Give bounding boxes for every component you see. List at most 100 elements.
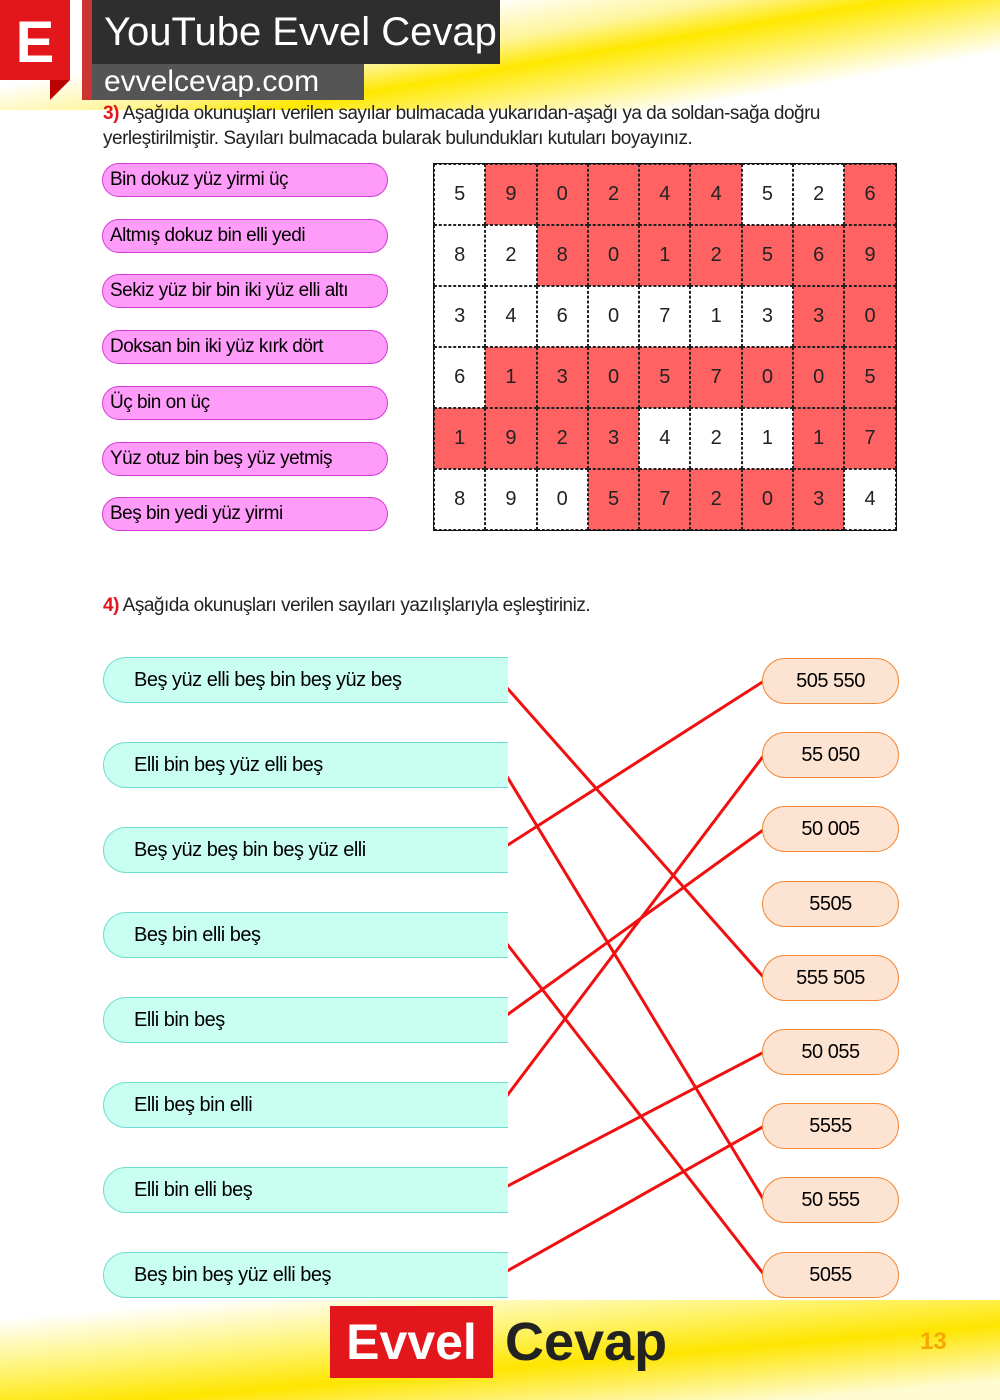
divider <box>82 0 92 100</box>
grid-cell[interactable]: 0 <box>793 347 845 408</box>
footer-background <box>0 1300 1000 1400</box>
grid-cell[interactable]: 6 <box>844 164 896 225</box>
right-number-box[interactable]: 5055 <box>762 1251 899 1298</box>
grid-cell[interactable]: 3 <box>793 469 845 530</box>
grid-cell[interactable]: 9 <box>485 408 537 469</box>
reading-item: Yüz otuz bin beş yüz yetmiş <box>102 441 388 476</box>
grid-cell[interactable]: 4 <box>639 408 691 469</box>
reading-item: Altmış dokuz bin elli yedi <box>102 218 388 253</box>
grid-cell[interactable]: 1 <box>485 347 537 408</box>
right-number-box[interactable]: 50 055 <box>762 1029 899 1075</box>
right-number-box[interactable]: 50 005 <box>762 806 899 853</box>
grid-cell[interactable]: 7 <box>690 347 742 408</box>
grid-cell[interactable]: 9 <box>844 225 896 286</box>
grid-cell[interactable]: 5 <box>741 225 794 286</box>
grid-cell[interactable]: 5 <box>844 347 896 408</box>
grid-cell[interactable]: 1 <box>434 408 486 469</box>
grid-cell[interactable]: 0 <box>741 347 794 408</box>
grid-cell[interactable]: 9 <box>485 164 537 225</box>
right-number-box[interactable]: 5555 <box>762 1103 899 1150</box>
grid-cell[interactable]: 4 <box>690 164 742 225</box>
grid-cell[interactable]: 3 <box>741 286 794 347</box>
grid-cell[interactable]: 6 <box>793 225 845 286</box>
grid-cell[interactable]: 2 <box>793 164 845 225</box>
match-line <box>498 934 766 1276</box>
grid-cell[interactable]: 3 <box>793 286 845 347</box>
grid-cell[interactable]: 5 <box>639 347 691 408</box>
footer-brand-evvel: Evvel <box>330 1306 493 1378</box>
right-number-box[interactable]: 50 555 <box>762 1177 899 1224</box>
question-number: 3) <box>103 103 119 124</box>
match-line <box>498 764 766 1202</box>
left-reading-box[interactable]: Elli bin beş yüz elli beş <box>103 742 508 788</box>
grid-cell[interactable]: 0 <box>536 469 588 530</box>
grid-cell[interactable]: 2 <box>536 408 588 469</box>
reading-item: Bin dokuz yüz yirmi üç <box>102 163 388 197</box>
grid-cell[interactable]: 0 <box>587 286 640 347</box>
grid-cell[interactable]: 3 <box>434 286 486 347</box>
grid-cell[interactable]: 0 <box>741 469 794 530</box>
grid-cell[interactable]: 3 <box>587 408 640 469</box>
left-reading-box[interactable]: Elli bin elli beş <box>103 1167 508 1213</box>
reading-item: Doksan bin iki yüz kırk dört <box>102 330 388 365</box>
match-line <box>498 679 766 979</box>
grid-cell[interactable]: 3 <box>536 347 588 408</box>
grid-cell[interactable]: 2 <box>690 408 742 469</box>
right-number-box[interactable]: 55 050 <box>762 732 899 779</box>
grid-cell[interactable]: 0 <box>587 225 640 286</box>
grid-cell[interactable]: 5 <box>741 164 794 225</box>
grid-cell[interactable]: 6 <box>434 347 486 408</box>
grid-cell[interactable]: 2 <box>690 225 742 286</box>
grid-cell[interactable]: 1 <box>639 225 691 286</box>
question-4: 4) Aşağıda okunuşları verilen sayıları y… <box>103 593 591 618</box>
right-number-box[interactable]: 555 505 <box>762 954 899 1001</box>
grid-cell[interactable]: 8 <box>434 225 486 286</box>
question-number: 4) <box>103 595 119 616</box>
question-3: 3) Aşağıda okunuşları verilen sayılar bu… <box>103 101 903 151</box>
grid-cell[interactable]: 7 <box>844 408 896 469</box>
question-text: Aşağıda okunuşları verilen sayılar bulma… <box>103 103 820 149</box>
left-reading-box[interactable]: Elli beş bin elli <box>103 1082 508 1128</box>
reading-item: Sekiz yüz bir bin iki yüz elli altı <box>102 274 388 309</box>
left-reading-box[interactable]: Beş bin beş yüz elli beş <box>103 1252 508 1298</box>
page-number: 13 <box>920 1328 947 1355</box>
channel-title: YouTube Evvel Cevap <box>92 0 500 64</box>
grid-cell[interactable]: 6 <box>536 286 588 347</box>
site-url[interactable]: evvelcevap.com <box>92 64 364 100</box>
grid-cell[interactable]: 2 <box>485 225 537 286</box>
match-line <box>499 679 765 852</box>
question-text: Aşağıda okunuşları verilen sayıları yazı… <box>122 595 591 616</box>
reading-item: Beş bin yedi yüz yirmi <box>102 497 388 532</box>
grid-cell[interactable]: 8 <box>434 469 486 530</box>
grid-cell[interactable]: 4 <box>844 469 896 530</box>
left-reading-box[interactable]: Beş bin elli beş <box>103 912 508 958</box>
grid-cell[interactable]: 0 <box>844 286 896 347</box>
grid-cell[interactable]: 0 <box>536 164 588 225</box>
logo: E <box>0 0 70 100</box>
grid-cell[interactable]: 5 <box>434 164 486 225</box>
match-line <box>498 754 766 1106</box>
left-reading-box[interactable]: Beş yüz beş bin beş yüz elli <box>103 827 508 873</box>
grid-cell[interactable]: 4 <box>485 286 537 347</box>
grid-cell[interactable]: 2 <box>587 164 640 225</box>
grid-cell[interactable]: 8 <box>536 225 588 286</box>
match-line <box>499 828 765 1022</box>
grid-cell[interactable]: 7 <box>639 286 691 347</box>
left-reading-box[interactable]: Elli bin beş <box>103 997 508 1043</box>
left-reading-box[interactable]: Beş yüz elli beş bin beş yüz beş <box>103 657 508 703</box>
grid-cell[interactable]: 4 <box>639 164 691 225</box>
footer-brand-cevap: Cevap <box>505 1312 668 1372</box>
grid-cell[interactable]: 9 <box>485 469 537 530</box>
grid-cell[interactable]: 0 <box>587 347 640 408</box>
right-number-box[interactable]: 505 550 <box>762 658 899 704</box>
grid-cell[interactable]: 7 <box>639 469 691 530</box>
grid-cell[interactable]: 1 <box>793 408 845 469</box>
grid-cell[interactable]: 5 <box>587 469 640 530</box>
grid-cell[interactable]: 1 <box>690 286 742 347</box>
grid-cell[interactable]: 2 <box>690 469 742 530</box>
right-number-box[interactable]: 5505 <box>762 880 899 927</box>
grid-cell[interactable]: 1 <box>741 408 794 469</box>
match-line <box>499 1124 765 1277</box>
